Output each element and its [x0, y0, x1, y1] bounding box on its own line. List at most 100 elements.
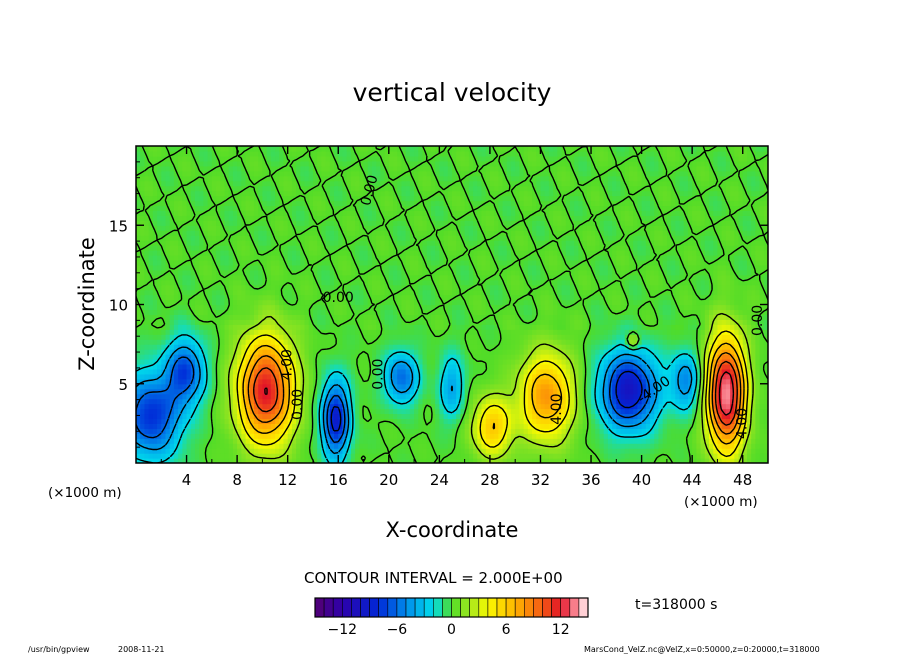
heatmap-cell — [232, 344, 238, 350]
heatmap-cell — [662, 408, 668, 415]
heatmap-cell — [650, 388, 655, 395]
heatmap-cell — [523, 309, 529, 315]
heatmap-cell — [751, 398, 756, 405]
heatmap-cell — [216, 458, 221, 463]
heatmap-cell — [190, 408, 196, 415]
heatmap-cell — [237, 314, 242, 320]
heatmap-cell — [253, 403, 259, 410]
heatmap-cell — [696, 373, 702, 380]
heatmap-cell — [666, 393, 672, 400]
heatmap-cell — [704, 314, 710, 320]
heatmap-cell — [704, 433, 710, 439]
heatmap-cell — [498, 354, 504, 360]
heatmap-cell — [730, 334, 735, 340]
heatmap-cell — [506, 314, 512, 320]
heatmap-cell — [725, 309, 731, 315]
heatmap-cell — [258, 413, 263, 420]
heatmap-cell — [548, 368, 554, 375]
heatmap-cell — [734, 413, 740, 420]
heatmap-cell — [283, 453, 289, 459]
heatmap-cell — [603, 383, 609, 390]
heatmap-cell — [380, 314, 386, 320]
heatmap-cell — [405, 324, 411, 330]
heatmap-cell — [190, 443, 196, 449]
heatmap-cell — [380, 448, 386, 454]
heatmap-cell — [586, 324, 592, 330]
heatmap-cell — [186, 403, 192, 410]
heatmap-cell — [506, 324, 512, 330]
heatmap-cell — [700, 354, 706, 360]
heatmap-cell — [553, 354, 558, 360]
heatmap-cell — [241, 408, 247, 415]
heatmap-cell — [523, 349, 529, 355]
heatmap-cell — [300, 418, 306, 424]
heatmap-cell — [532, 304, 537, 311]
heatmap-cell — [186, 334, 192, 340]
heatmap-cell — [751, 339, 756, 345]
heatmap-cell — [321, 314, 327, 320]
heatmap-cell — [140, 398, 146, 405]
heatmap-cell — [746, 309, 752, 315]
heatmap-cell — [481, 324, 487, 330]
heatmap-cell — [477, 363, 483, 370]
heatmap-cell — [557, 344, 563, 350]
heatmap-cell — [709, 458, 714, 463]
heatmap-cell — [574, 314, 579, 320]
heatmap-cell — [304, 368, 310, 375]
heatmap-cell — [637, 319, 643, 325]
heatmap-cell — [489, 354, 495, 360]
heatmap-cell — [523, 403, 529, 410]
heatmap-cell — [565, 433, 571, 439]
heatmap-cell — [422, 329, 428, 335]
heatmap-cell — [709, 373, 714, 380]
heatmap-cell — [304, 319, 310, 325]
heatmap-cell — [612, 408, 617, 415]
heatmap-cell — [443, 458, 449, 463]
heatmap-cell — [211, 423, 217, 429]
heatmap-cell — [359, 383, 365, 390]
heatmap-cell — [654, 334, 660, 340]
heatmap-cell — [473, 378, 478, 385]
heatmap-cell — [569, 304, 575, 311]
heatmap-cell — [502, 309, 508, 315]
heatmap-cell — [329, 403, 335, 410]
heatmap-cell — [279, 349, 285, 355]
heatmap-cell — [527, 393, 533, 400]
heatmap-cell — [548, 443, 554, 449]
heatmap-cell — [586, 299, 592, 306]
heatmap-cell — [363, 418, 369, 424]
heatmap-cell — [296, 373, 301, 380]
heatmap-cell — [540, 438, 546, 444]
heatmap-cell — [456, 368, 462, 375]
heatmap-cell — [371, 334, 377, 340]
heatmap-cell — [334, 408, 339, 415]
heatmap-cell — [380, 329, 386, 335]
heatmap-cell — [763, 304, 768, 311]
heatmap-cell — [178, 398, 183, 405]
heatmap-cell — [763, 329, 768, 335]
heatmap-cell — [405, 349, 411, 355]
heatmap-cell — [224, 324, 230, 330]
heatmap-cell — [157, 458, 162, 463]
heatmap-cell — [468, 393, 474, 400]
heatmap-cell — [216, 408, 221, 415]
heatmap-cell — [342, 363, 348, 370]
heatmap-cell — [763, 319, 768, 325]
heatmap-cell — [616, 428, 622, 434]
heatmap-cell — [152, 299, 158, 306]
heatmap-cell — [152, 458, 158, 463]
heatmap-cell — [473, 309, 478, 315]
heatmap-cell — [279, 408, 285, 415]
heatmap-cell — [498, 428, 504, 434]
heatmap-cell — [249, 418, 255, 424]
heatmap-cell — [157, 358, 162, 365]
heatmap-cell — [262, 398, 268, 405]
heatmap-cell — [342, 354, 348, 360]
heatmap-cell — [414, 383, 419, 390]
heatmap-cell — [713, 339, 719, 345]
heatmap-cell — [498, 423, 504, 429]
heatmap-cell — [489, 393, 495, 400]
heatmap-cell — [633, 448, 638, 454]
heatmap-cell — [759, 339, 765, 345]
heatmap-cell — [671, 398, 676, 405]
